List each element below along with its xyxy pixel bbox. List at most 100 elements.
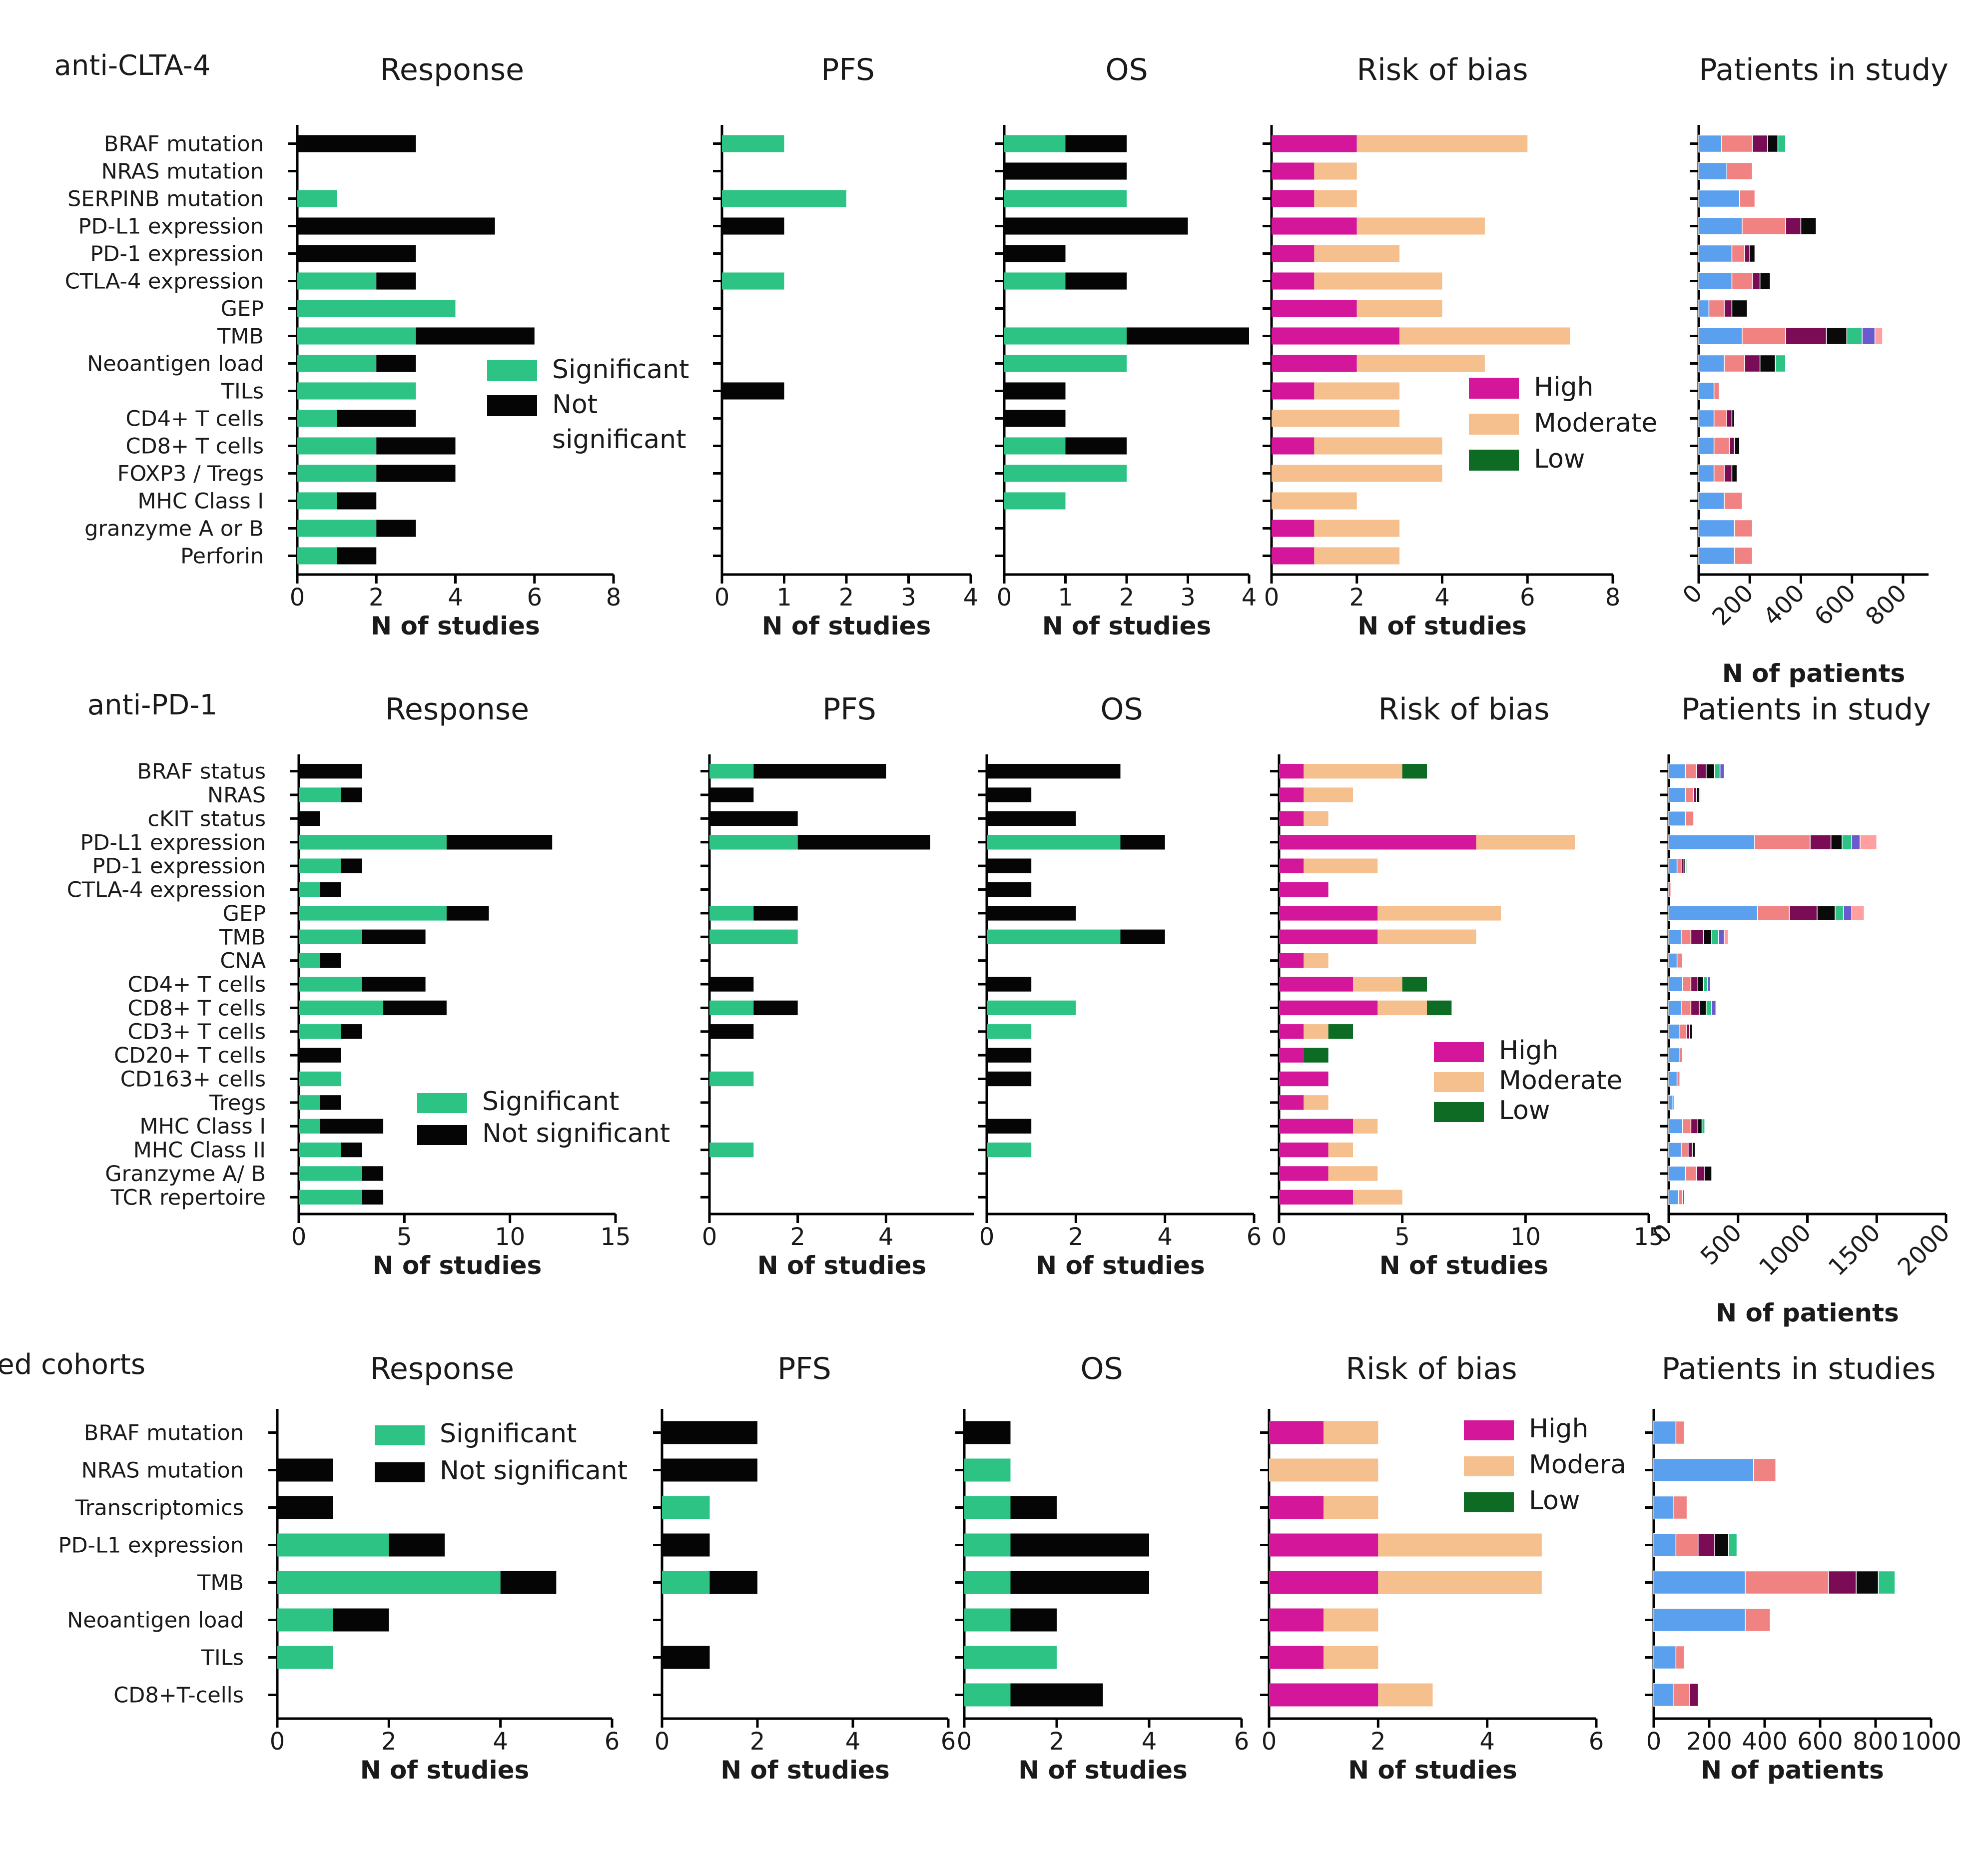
bar-segment bbox=[1272, 300, 1357, 317]
category-label: BRAF status bbox=[137, 759, 266, 784]
bar-segment bbox=[297, 437, 377, 455]
legend-swatch bbox=[1434, 1072, 1484, 1092]
x-tick-label: 8 bbox=[1605, 584, 1621, 612]
bar-segment bbox=[1272, 327, 1400, 345]
bar-segment bbox=[1685, 787, 1694, 803]
category-label: MHC Class II bbox=[133, 1138, 266, 1163]
bar-segment bbox=[362, 1166, 384, 1181]
bar-segment bbox=[964, 1683, 1011, 1707]
bar-segment bbox=[1846, 327, 1863, 345]
bar-segment bbox=[1685, 1166, 1697, 1182]
bar-segment bbox=[1688, 1142, 1693, 1158]
panel-os: OS 0 2 4 6 N of studies bbox=[978, 692, 1262, 1280]
category-label: BRAF mutation bbox=[84, 1421, 244, 1446]
bar-segment bbox=[964, 1421, 1011, 1444]
bar-segment bbox=[1731, 299, 1748, 318]
cohort-title: Mixed cohorts bbox=[0, 1348, 145, 1381]
category-label: GEP bbox=[223, 901, 266, 926]
panel-title: Patients in study bbox=[1681, 692, 1931, 727]
category-label: TCR repertoire bbox=[110, 1185, 266, 1210]
x-tick-label: 0 bbox=[957, 1728, 972, 1756]
bar-segment bbox=[299, 835, 447, 850]
bar-segment bbox=[1685, 810, 1694, 826]
bar-segment bbox=[1668, 1118, 1683, 1134]
bar-segment bbox=[987, 1119, 1032, 1134]
bar-segment bbox=[1698, 244, 1733, 263]
legend-label: Not significant bbox=[440, 1456, 628, 1486]
bar-segment bbox=[341, 787, 362, 802]
bar-segment bbox=[1269, 1421, 1324, 1444]
category-label: BRAF mutation bbox=[104, 132, 264, 157]
category-label: CTLA-4 expression bbox=[65, 269, 264, 294]
bar-segment bbox=[1745, 1570, 1829, 1595]
bar-segment bbox=[299, 1024, 341, 1039]
bar-segment bbox=[1851, 834, 1861, 850]
bar-segment bbox=[1713, 382, 1720, 400]
bar-segment bbox=[1476, 835, 1575, 850]
bar-segment bbox=[1668, 1142, 1682, 1158]
x-tick-label: 4 bbox=[845, 1728, 861, 1756]
bar-segment bbox=[1681, 1000, 1692, 1016]
bar-segment bbox=[1742, 217, 1786, 235]
x-tick-label: 3 bbox=[1180, 584, 1196, 612]
panel-title: Risk of bias bbox=[1345, 1351, 1517, 1386]
x-tick-label: 0 bbox=[290, 584, 305, 612]
bar-segment bbox=[1668, 1166, 1686, 1182]
bar-segment bbox=[1314, 547, 1400, 565]
bar-segment bbox=[1699, 1000, 1707, 1016]
bar-segment bbox=[1698, 437, 1715, 455]
x-tick-label: 6 bbox=[941, 1728, 956, 1756]
x-axis-label: N of studies bbox=[371, 612, 540, 640]
bar-segment bbox=[1279, 1095, 1304, 1110]
legend-label: Not bbox=[552, 390, 598, 420]
bar-segment bbox=[1402, 764, 1427, 779]
category-label: MHC Class I bbox=[137, 489, 264, 514]
bar-segment bbox=[1004, 272, 1066, 290]
bar-segment bbox=[1004, 217, 1188, 235]
category-label: CD8+ T cells bbox=[125, 434, 264, 459]
bar-segment bbox=[1835, 905, 1844, 921]
bar-segment bbox=[964, 1496, 1011, 1519]
bar-segment bbox=[1272, 465, 1442, 482]
bar-segment bbox=[1010, 1683, 1103, 1707]
x-tick-label: 2 bbox=[1349, 584, 1364, 612]
bar-segment bbox=[1272, 135, 1357, 152]
bar-segment bbox=[1731, 409, 1735, 428]
bar-segment bbox=[1673, 1495, 1688, 1520]
bar-segment bbox=[299, 1166, 362, 1181]
bar-segment bbox=[299, 1071, 341, 1087]
x-axis-label: N of patients bbox=[1716, 1298, 1899, 1327]
panel-title: PFS bbox=[777, 1351, 831, 1386]
bar-segment bbox=[1668, 1000, 1682, 1016]
bar-segment bbox=[1269, 1496, 1324, 1519]
bar-segment bbox=[1065, 135, 1127, 152]
bar-segment bbox=[1713, 464, 1725, 483]
x-axis-label: N of studies bbox=[373, 1251, 542, 1280]
bar-segment bbox=[1653, 1608, 1746, 1632]
bar-segment bbox=[1272, 162, 1315, 180]
bar-segment bbox=[1685, 858, 1687, 874]
bar-segment bbox=[297, 520, 377, 537]
bar-segment bbox=[1699, 787, 1701, 803]
bar-segment bbox=[1685, 763, 1697, 779]
bar-segment bbox=[1682, 1118, 1692, 1134]
category-label: PD-1 expression bbox=[90, 242, 264, 267]
x-tick-label: 0 bbox=[702, 1223, 717, 1251]
x-tick-label: 6 bbox=[1234, 1728, 1250, 1756]
panel-title: Risk of bias bbox=[1356, 52, 1528, 87]
legend-swatch bbox=[1469, 378, 1519, 399]
bar-segment bbox=[662, 1421, 757, 1444]
bar-segment bbox=[1314, 190, 1357, 207]
bar-segment bbox=[362, 929, 426, 944]
bar-segment bbox=[964, 1646, 1057, 1669]
bar-segment bbox=[1698, 382, 1715, 400]
bar-segment bbox=[1679, 1047, 1683, 1063]
bar-segment bbox=[1269, 1458, 1378, 1482]
bar-segment bbox=[1711, 929, 1719, 945]
bar-segment bbox=[1272, 492, 1357, 510]
category-label: Neoantigen load bbox=[87, 352, 264, 377]
legend-swatch bbox=[1464, 1420, 1514, 1440]
bar-segment bbox=[1427, 1000, 1452, 1016]
bar-segment bbox=[987, 929, 1121, 944]
